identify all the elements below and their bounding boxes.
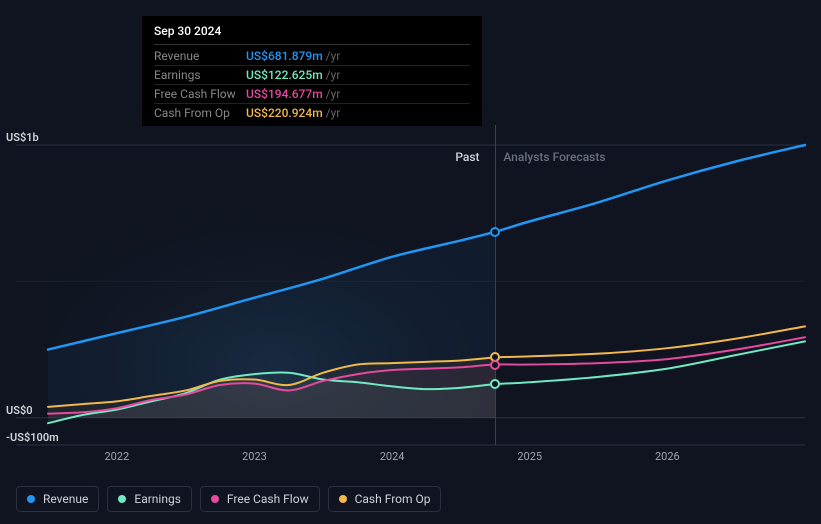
tooltip-row-value: US$220.924m — [246, 106, 323, 120]
legend-label: Cash From Op — [355, 492, 431, 506]
legend-item-revenue[interactable]: Revenue — [16, 486, 99, 512]
hover-marker-earnings — [490, 379, 500, 389]
legend-dot-icon — [211, 495, 219, 503]
tooltip-row-label: Revenue — [154, 49, 246, 63]
hover-marker-fcf — [490, 360, 500, 370]
tooltip-row-label: Free Cash Flow — [154, 87, 246, 101]
tooltip-row: Cash From OpUS$220.924m/yr — [154, 104, 470, 122]
tooltip-date: Sep 30 2024 — [154, 24, 470, 45]
hover-marker-revenue — [490, 227, 500, 237]
y-tick-label: -US$100m — [6, 431, 59, 444]
x-axis-labels: 2022 2023 2024 2025 2026 — [48, 450, 805, 470]
tooltip-row-value: US$681.879m — [246, 49, 323, 63]
x-tick-label: 2026 — [655, 450, 680, 463]
past-region-label: Past — [455, 150, 479, 164]
y-tick-label: US$1b — [6, 131, 39, 144]
legend-label: Revenue — [43, 492, 88, 506]
tooltip-row-unit: /yr — [326, 49, 341, 63]
tooltip-row-label: Earnings — [154, 68, 246, 82]
legend-dot-icon — [27, 495, 35, 503]
x-tick-label: 2025 — [517, 450, 542, 463]
legend-dot-icon — [339, 495, 347, 503]
tooltip-row-value: US$122.625m — [246, 68, 323, 82]
legend-item-fcf[interactable]: Free Cash Flow — [200, 486, 320, 512]
hover-vertical-line — [495, 125, 496, 445]
tooltip-row: EarningsUS$122.625m/yr — [154, 66, 470, 85]
tooltip-row: Free Cash FlowUS$194.677m/yr — [154, 85, 470, 104]
tooltip-row-value: US$194.677m — [246, 87, 323, 101]
legend-dot-icon — [118, 495, 126, 503]
legend-item-cfo[interactable]: Cash From Op — [328, 486, 442, 512]
tooltip-row-label: Cash From Op — [154, 106, 246, 120]
forecast-region-label: Analysts Forecasts — [503, 150, 605, 164]
x-tick-label: 2023 — [242, 450, 267, 463]
tooltip-row-unit: /yr — [326, 87, 341, 101]
legend-item-earnings[interactable]: Earnings — [107, 486, 192, 512]
legend-label: Earnings — [134, 492, 181, 506]
tooltip-row: RevenueUS$681.879m/yr — [154, 47, 470, 66]
x-tick-label: 2024 — [380, 450, 405, 463]
tooltip-row-unit: /yr — [326, 68, 341, 82]
x-tick-label: 2022 — [104, 450, 129, 463]
chart-legend: Revenue Earnings Free Cash Flow Cash From O… — [16, 486, 441, 512]
chart-tooltip: Sep 30 2024 RevenueUS$681.879m/yrEarning… — [142, 16, 482, 126]
y-tick-label: US$0 — [6, 404, 33, 417]
legend-label: Free Cash Flow — [227, 492, 309, 506]
tooltip-row-unit: /yr — [326, 106, 341, 120]
